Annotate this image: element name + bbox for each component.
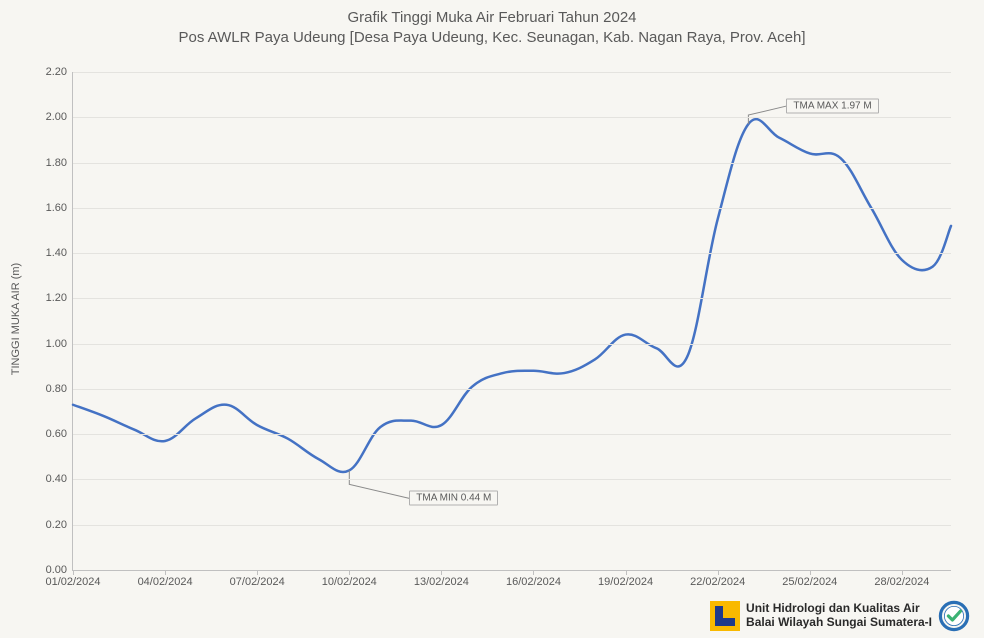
x-tick-label: 19/02/2024	[598, 576, 653, 588]
x-tick-mark	[626, 570, 627, 575]
x-tick-label: 07/02/2024	[230, 576, 285, 588]
gridline	[73, 479, 951, 480]
x-tick-label: 22/02/2024	[690, 576, 745, 588]
y-tick-label: 0.60	[46, 428, 67, 440]
x-tick-mark	[810, 570, 811, 575]
x-tick-mark	[533, 570, 534, 575]
footer-line1: Unit Hidrologi dan Kualitas Air	[746, 602, 932, 616]
y-tick-label: 2.00	[46, 111, 67, 123]
y-tick-label: 2.20	[46, 66, 67, 78]
y-tick-label: 1.20	[46, 292, 67, 304]
x-tick-mark	[718, 570, 719, 575]
annotation-leader	[349, 470, 409, 498]
y-tick-label: 1.60	[46, 202, 67, 214]
y-tick-label: 1.40	[46, 247, 67, 259]
annotation-leader	[748, 106, 786, 124]
annotation-label: TMA MAX 1.97 M	[786, 99, 878, 114]
y-tick-label: 0.20	[46, 519, 67, 531]
y-tick-label: 1.00	[46, 338, 67, 350]
water-level-chart: Grafik Tinggi Muka Air Februari Tahun 20…	[0, 0, 984, 638]
x-tick-label: 01/02/2024	[45, 576, 100, 588]
data-line	[73, 119, 951, 472]
x-tick-label: 13/02/2024	[414, 576, 469, 588]
y-tick-label: 0.80	[46, 383, 67, 395]
plot-area: 0.000.200.400.600.801.001.201.401.601.80…	[72, 72, 951, 571]
gridline	[73, 389, 951, 390]
x-tick-mark	[165, 570, 166, 575]
gridline	[73, 253, 951, 254]
x-tick-mark	[902, 570, 903, 575]
x-tick-label: 04/02/2024	[138, 576, 193, 588]
chart-subtitle: Pos AWLR Paya Udeung [Desa Paya Udeung, …	[0, 28, 984, 48]
gridline	[73, 163, 951, 164]
x-tick-label: 10/02/2024	[322, 576, 377, 588]
x-tick-mark	[257, 570, 258, 575]
footer-text: Unit Hidrologi dan Kualitas Air Balai Wi…	[746, 602, 932, 630]
gridline	[73, 298, 951, 299]
x-tick-label: 25/02/2024	[782, 576, 837, 588]
x-tick-mark	[349, 570, 350, 575]
footer-branding: Unit Hidrologi dan Kualitas Air Balai Wi…	[710, 600, 970, 632]
pu-logo-icon	[710, 601, 740, 631]
gridline	[73, 208, 951, 209]
gridline	[73, 434, 951, 435]
x-tick-label: 28/02/2024	[874, 576, 929, 588]
x-tick-mark	[441, 570, 442, 575]
gridline	[73, 344, 951, 345]
chart-title-block: Grafik Tinggi Muka Air Februari Tahun 20…	[0, 8, 984, 49]
gridline	[73, 117, 951, 118]
y-tick-label: 0.40	[46, 473, 67, 485]
gridline	[73, 72, 951, 73]
y-tick-label: 0.00	[46, 564, 67, 576]
y-axis-title: TINGGI MUKA AIR (m)	[10, 263, 22, 375]
annotation-label: TMA MIN 0.44 M	[409, 491, 498, 506]
chart-title: Grafik Tinggi Muka Air Februari Tahun 20…	[0, 8, 984, 28]
line-svg	[73, 72, 951, 570]
x-tick-mark	[73, 570, 74, 575]
x-tick-label: 16/02/2024	[506, 576, 561, 588]
footer-line2: Balai Wilayah Sungai Sumatera-I	[746, 616, 932, 630]
certified-badge-icon	[938, 600, 970, 632]
gridline	[73, 525, 951, 526]
y-tick-label: 1.80	[46, 157, 67, 169]
